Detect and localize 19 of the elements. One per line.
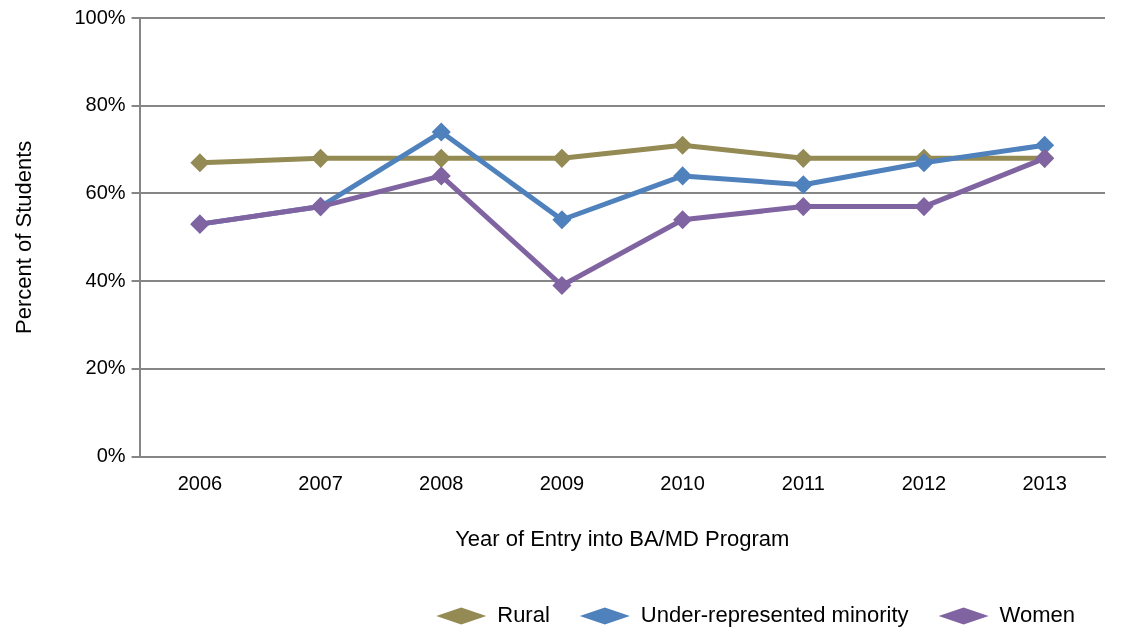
x-tick-label: 2006 [177,472,223,495]
x-tick-label: 2009 [539,472,585,495]
x-tick-label: 2011 [781,472,825,495]
x-tick-label: 2012 [901,472,947,495]
legend-label: Under-represented minority [640,602,909,628]
legend-label: Women [999,602,1076,628]
x-tick-label: 2007 [298,472,343,495]
x-tick-label: 2010 [660,472,705,495]
y-tick-label: 100% [74,5,126,28]
y-tick-label: 60% [85,180,126,203]
x-tick-label: 2008 [419,472,464,495]
y-tick-label: 20% [85,356,126,379]
y-tick-label: 0% [96,444,126,467]
legend-label: Rural [497,602,550,628]
y-tick-label: 40% [85,268,126,291]
x-tick-label: 2013 [1022,472,1067,495]
x-axis-title: Year of Entry into BA/MD Program [455,525,790,551]
y-axis-title: Percent of Students [11,140,37,334]
y-tick-label: 80% [85,93,126,116]
